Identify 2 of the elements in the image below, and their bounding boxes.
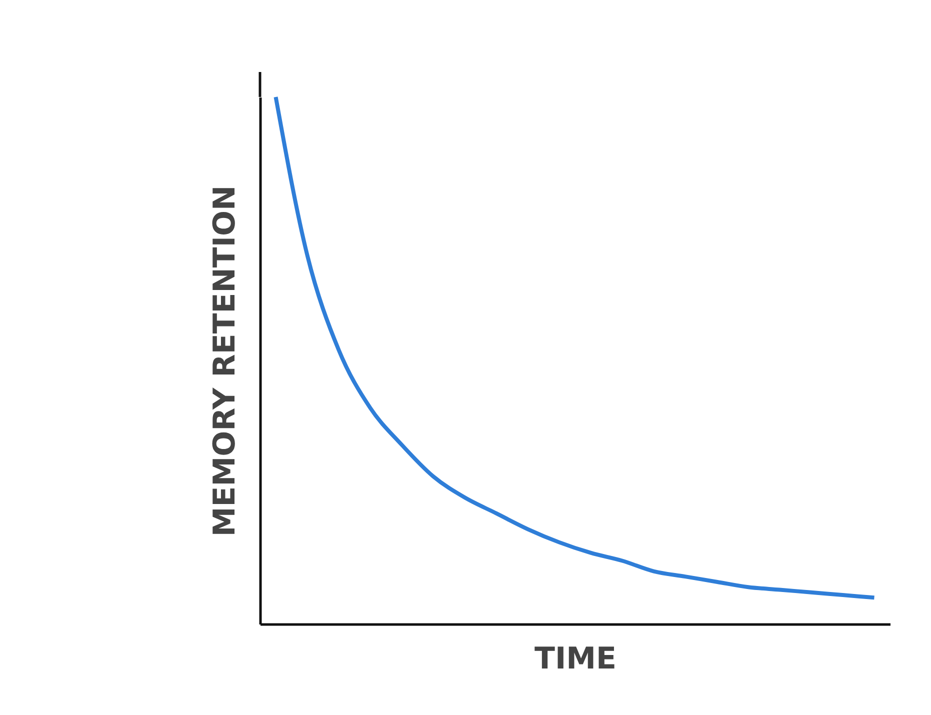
y-axis-title: MEMORY RETENTION [208,185,242,537]
x-axis-title: TIME [534,642,616,676]
